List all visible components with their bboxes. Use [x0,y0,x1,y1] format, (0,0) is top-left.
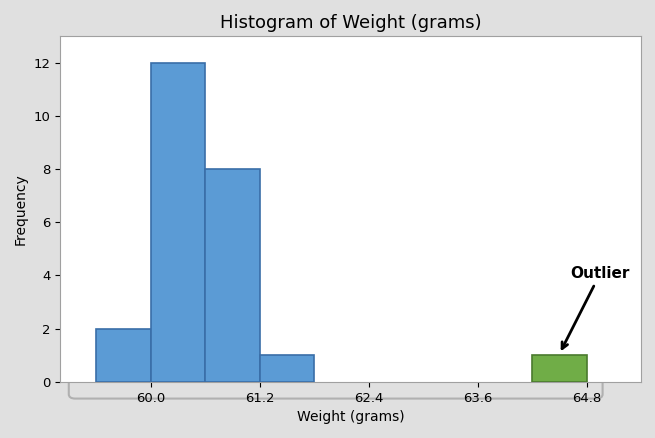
Title: Histogram of Weight (grams): Histogram of Weight (grams) [220,14,481,32]
Bar [532,355,587,382]
Y-axis label: Frequency: Frequency [14,173,28,245]
Text: Outlier: Outlier [562,266,630,349]
Bar [151,63,206,382]
Bar [96,328,151,382]
Bar [260,355,314,382]
Bar [206,169,260,382]
X-axis label: Weight (grams): Weight (grams) [297,410,404,424]
